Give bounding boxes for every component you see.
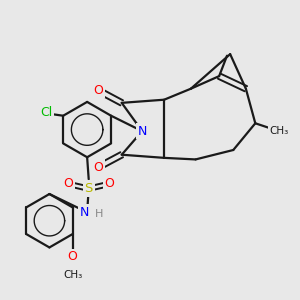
Text: N: N (80, 206, 89, 219)
Text: O: O (63, 177, 73, 190)
Text: O: O (68, 250, 77, 263)
Text: O: O (93, 84, 103, 97)
Text: S: S (85, 182, 93, 195)
Text: CH₃: CH₃ (269, 126, 289, 136)
Text: O: O (93, 161, 103, 174)
Text: H: H (95, 209, 103, 219)
Text: CH₃: CH₃ (63, 270, 82, 280)
Text: N: N (137, 124, 147, 138)
Text: Cl: Cl (40, 106, 52, 119)
Text: O: O (104, 177, 114, 190)
